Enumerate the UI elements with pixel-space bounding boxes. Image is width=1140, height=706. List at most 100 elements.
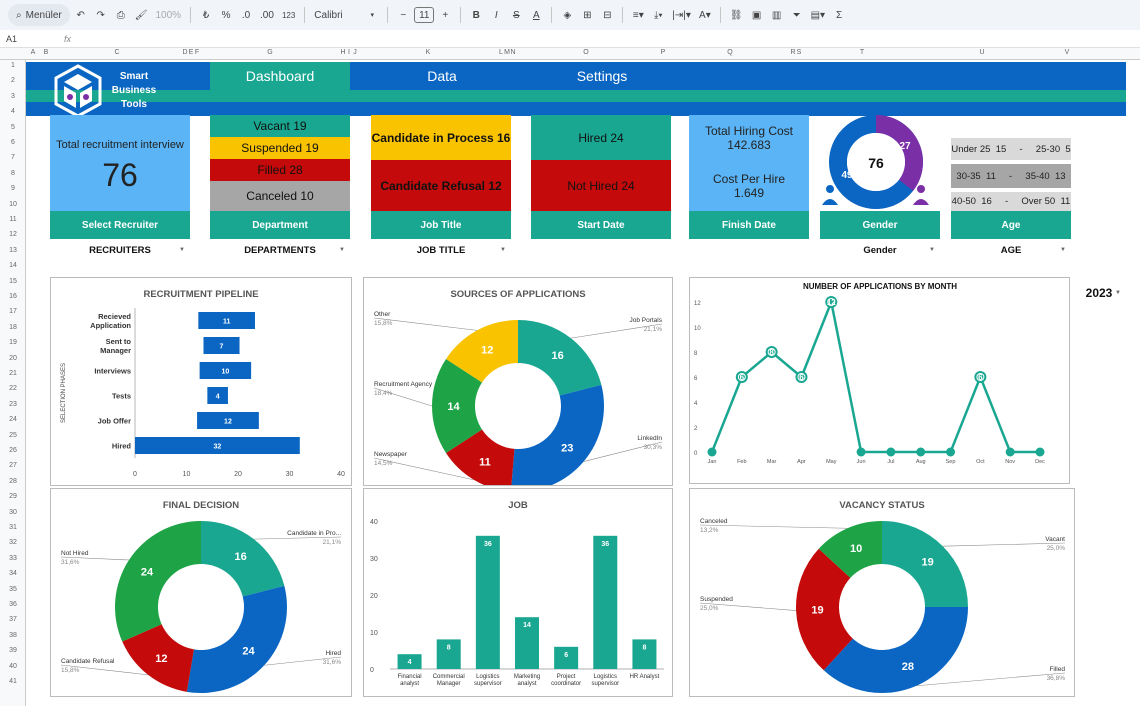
finish-date-input[interactable] [689,239,809,261]
row-header[interactable]: 39 [9,647,17,655]
name-box[interactable]: A1 [6,33,18,44]
row-header[interactable]: 16 [9,293,17,300]
row-header[interactable]: 13 [9,246,17,254]
column-header[interactable]: D [182,49,188,56]
formula-input[interactable] [71,32,1140,46]
row-header[interactable]: 30 [9,508,17,516]
tab-dashboard[interactable]: Dashboard [245,68,315,84]
row-header[interactable]: 22 [9,385,17,393]
bold-button[interactable]: B [472,9,480,21]
currency-button[interactable]: ₺ [202,9,210,21]
row-header[interactable]: 19 [9,339,17,347]
row-header[interactable]: 18 [9,323,17,331]
column-header[interactable]: H [340,49,346,56]
vertical-align-icon[interactable]: ⤓▾ [653,9,663,21]
functions-button[interactable]: Σ [835,9,843,21]
print-icon[interactable]: ⎙ [116,9,125,21]
row-header[interactable]: 6 [11,139,15,146]
column-header[interactable]: N [510,49,516,56]
row-header[interactable]: 15 [9,277,17,285]
strikethrough-button[interactable]: S [512,9,520,21]
column-header[interactable]: T [859,49,865,56]
row-header[interactable]: 28 [9,477,17,485]
row-header[interactable]: 3 [11,92,15,100]
row-header[interactable]: 41 [9,678,17,685]
decrease-decimal-button[interactable]: .0 [241,9,251,21]
chevron-down-icon[interactable]: ▾ [370,12,375,19]
column-header[interactable]: P [660,49,666,56]
comment-icon[interactable]: ▣ [751,9,762,21]
column-header[interactable]: F [194,49,200,56]
column-header[interactable]: Q [727,49,733,56]
chart-icon[interactable]: ▥ [771,9,782,21]
recruiters-dropdown[interactable]: RECRUITERS ▼ [50,239,190,261]
column-header[interactable]: S [796,49,802,56]
row-header[interactable]: 35 [9,585,17,593]
text-wrap-icon[interactable]: |⇥|▾ [672,9,691,21]
tab-settings[interactable]: Settings [576,68,628,84]
row-header[interactable]: 2 [11,77,15,85]
row-header[interactable]: 37 [9,616,17,624]
font-select[interactable]: Calibri [314,9,343,21]
horizontal-align-icon[interactable]: ≡▾ [632,9,644,21]
row-header[interactable]: 34 [9,570,17,578]
menu-button[interactable]: ⌕ Menüler [8,4,70,26]
column-header[interactable]: M [504,49,510,56]
italic-button[interactable]: I [494,9,498,21]
gender-dropdown[interactable]: Gender ▼ [820,239,940,261]
row-header[interactable]: 31 [9,524,17,531]
font-size-input[interactable]: 11 [414,7,435,23]
row-header[interactable]: 9 [11,185,15,193]
font-size-increase-icon[interactable]: + [442,9,449,21]
row-header[interactable]: 17 [9,308,17,316]
column-header[interactable]: O [583,49,589,56]
row-header[interactable]: 1 [11,62,15,69]
column-header[interactable]: J [353,49,357,56]
row-header[interactable]: 21 [9,370,17,377]
row-header[interactable]: 32 [9,539,17,547]
link-icon[interactable]: ⛓ [729,9,743,21]
row-header[interactable]: 11 [9,216,17,223]
row-header[interactable]: 23 [9,400,17,408]
row-header[interactable]: 29 [9,493,17,501]
undo-icon[interactable]: ↶ [76,9,85,21]
tab-data[interactable]: Data [427,68,457,84]
job-title-dropdown[interactable]: JOB TITLE ▼ [371,239,511,261]
row-header[interactable]: 14 [9,262,17,270]
year-dropdown[interactable]: 2023 ▼ [1072,282,1126,304]
column-header[interactable]: A [30,49,36,56]
row-header[interactable]: 38 [9,631,17,639]
departments-dropdown[interactable]: DEPARTMENTS ▼ [210,239,350,261]
percent-button[interactable]: % [221,9,231,21]
column-header[interactable]: L [499,49,503,56]
column-header[interactable]: C [114,49,120,56]
paint-format-icon[interactable]: 🖌 [134,9,148,21]
row-header[interactable]: 5 [11,123,15,131]
number-format-button[interactable]: 123 [281,10,296,20]
column-header[interactable]: I [348,49,350,56]
column-header[interactable]: U [979,49,985,56]
borders-icon[interactable]: ⊞ [583,9,592,21]
row-header[interactable]: 7 [11,154,15,162]
row-header[interactable]: 12 [9,231,17,239]
column-header[interactable]: V [1064,49,1070,56]
merge-cells-icon[interactable]: ⊟ [603,9,612,21]
filter-views-icon[interactable]: ▤▾ [810,9,826,21]
row-header[interactable]: 26 [9,447,17,454]
text-rotation-icon[interactable]: A▾ [699,9,711,21]
start-date-input[interactable] [531,239,671,261]
column-header[interactable]: R [790,49,796,56]
zoom-select[interactable]: 100% [155,9,182,21]
age-dropdown[interactable]: AGE ▼ [951,239,1071,261]
fill-color-icon[interactable]: ◈ [563,9,572,21]
row-header[interactable]: 25 [9,431,17,439]
filter-icon[interactable]: ⏷ [792,9,801,21]
column-header[interactable]: K [425,49,431,56]
row-header[interactable]: 10 [9,200,17,208]
column-header[interactable]: E [188,49,194,56]
row-header[interactable]: 36 [9,601,17,608]
row-header[interactable]: 33 [9,554,17,562]
row-header[interactable]: 20 [9,354,17,362]
increase-decimal-button[interactable]: .00 [260,9,274,21]
column-header[interactable]: G [267,49,273,56]
